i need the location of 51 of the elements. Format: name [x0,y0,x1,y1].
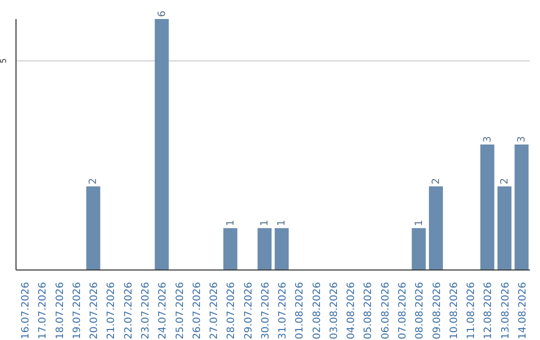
x-tick-label: 08.08.2026 [414,282,426,340]
x-tick-label: 24.07.2026 [158,282,169,340]
x-tick-label: 30.07.2026 [260,282,272,340]
x-tick-label: 22.07.2026 [123,282,134,340]
data-label: 1 [276,220,288,226]
x-tick-label: 13.08.2026 [500,282,512,340]
bar [86,186,100,270]
bar [480,144,494,270]
x-tick-label: 14.08.2026 [517,282,528,340]
x-tick-label: 25.07.2026 [174,282,186,340]
x-tick-label: 10.08.2026 [448,282,460,340]
bar [258,228,272,270]
y-tick-label: 5 [0,58,8,64]
x-tick-label: 05.08.2026 [363,282,374,340]
x-tick-label: 07.08.2026 [398,282,408,340]
x-tick-label: 29.07.2026 [243,282,254,340]
x-tick-label: 12.08.2026 [483,282,494,340]
data-label: 3 [482,136,494,142]
data-label: 1 [414,220,425,226]
x-tick-label: 20.07.2026 [89,282,100,340]
data-label: 3 [516,136,528,142]
bar [514,144,529,270]
x-tick-label: 23.07.2026 [140,282,152,340]
data-label: 2 [88,178,100,184]
x-tick-label: 21.07.2026 [106,282,118,340]
x-tick-label: 02.08.2026 [312,282,323,340]
x-tick-label: 06.08.2026 [380,282,392,340]
data-label: 1 [260,220,271,226]
bar [412,228,426,270]
x-tick-label: 09.08.2026 [432,282,443,340]
x-tick-label: 19.07.2026 [72,282,83,340]
data-label: 2 [430,178,442,184]
data-label: 6 [156,10,168,17]
data-label: 1 [225,220,236,226]
bar [154,19,169,270]
x-tick-label: 01.08.2026 [294,282,306,340]
bar [497,186,512,270]
x-tick-label: 16.07.2026 [20,282,32,340]
bar [223,228,238,270]
bar [274,228,289,270]
data-label: 2 [499,178,510,184]
x-tick-label: 27.07.2026 [209,282,220,340]
x-tick-label: 18.07.2026 [54,282,66,340]
x-tick-label: 26.07.2026 [192,282,203,340]
x-tick-label: 31.07.2026 [278,282,289,340]
bar [428,186,443,270]
x-tick-label: 03.08.2026 [328,282,340,340]
x-tick-label: 11.08.2026 [466,282,478,340]
x-tick-label: 28.07.2026 [226,282,238,340]
x-tick-label: 17.07.2026 [38,282,49,340]
x-tick-label: 04.08.2026 [346,282,358,340]
